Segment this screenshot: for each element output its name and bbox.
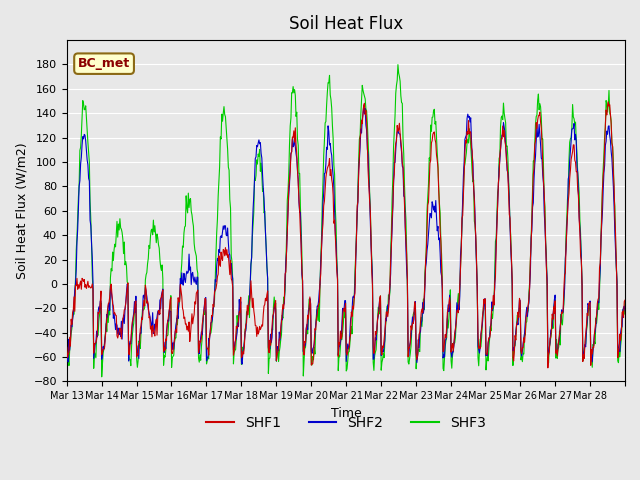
Title: Soil Heat Flux: Soil Heat Flux [289,15,403,33]
Y-axis label: Soil Heat Flux (W/m2): Soil Heat Flux (W/m2) [15,143,28,279]
X-axis label: Time: Time [330,407,361,420]
Text: BC_met: BC_met [78,57,130,70]
Legend: SHF1, SHF2, SHF3: SHF1, SHF2, SHF3 [200,411,492,436]
